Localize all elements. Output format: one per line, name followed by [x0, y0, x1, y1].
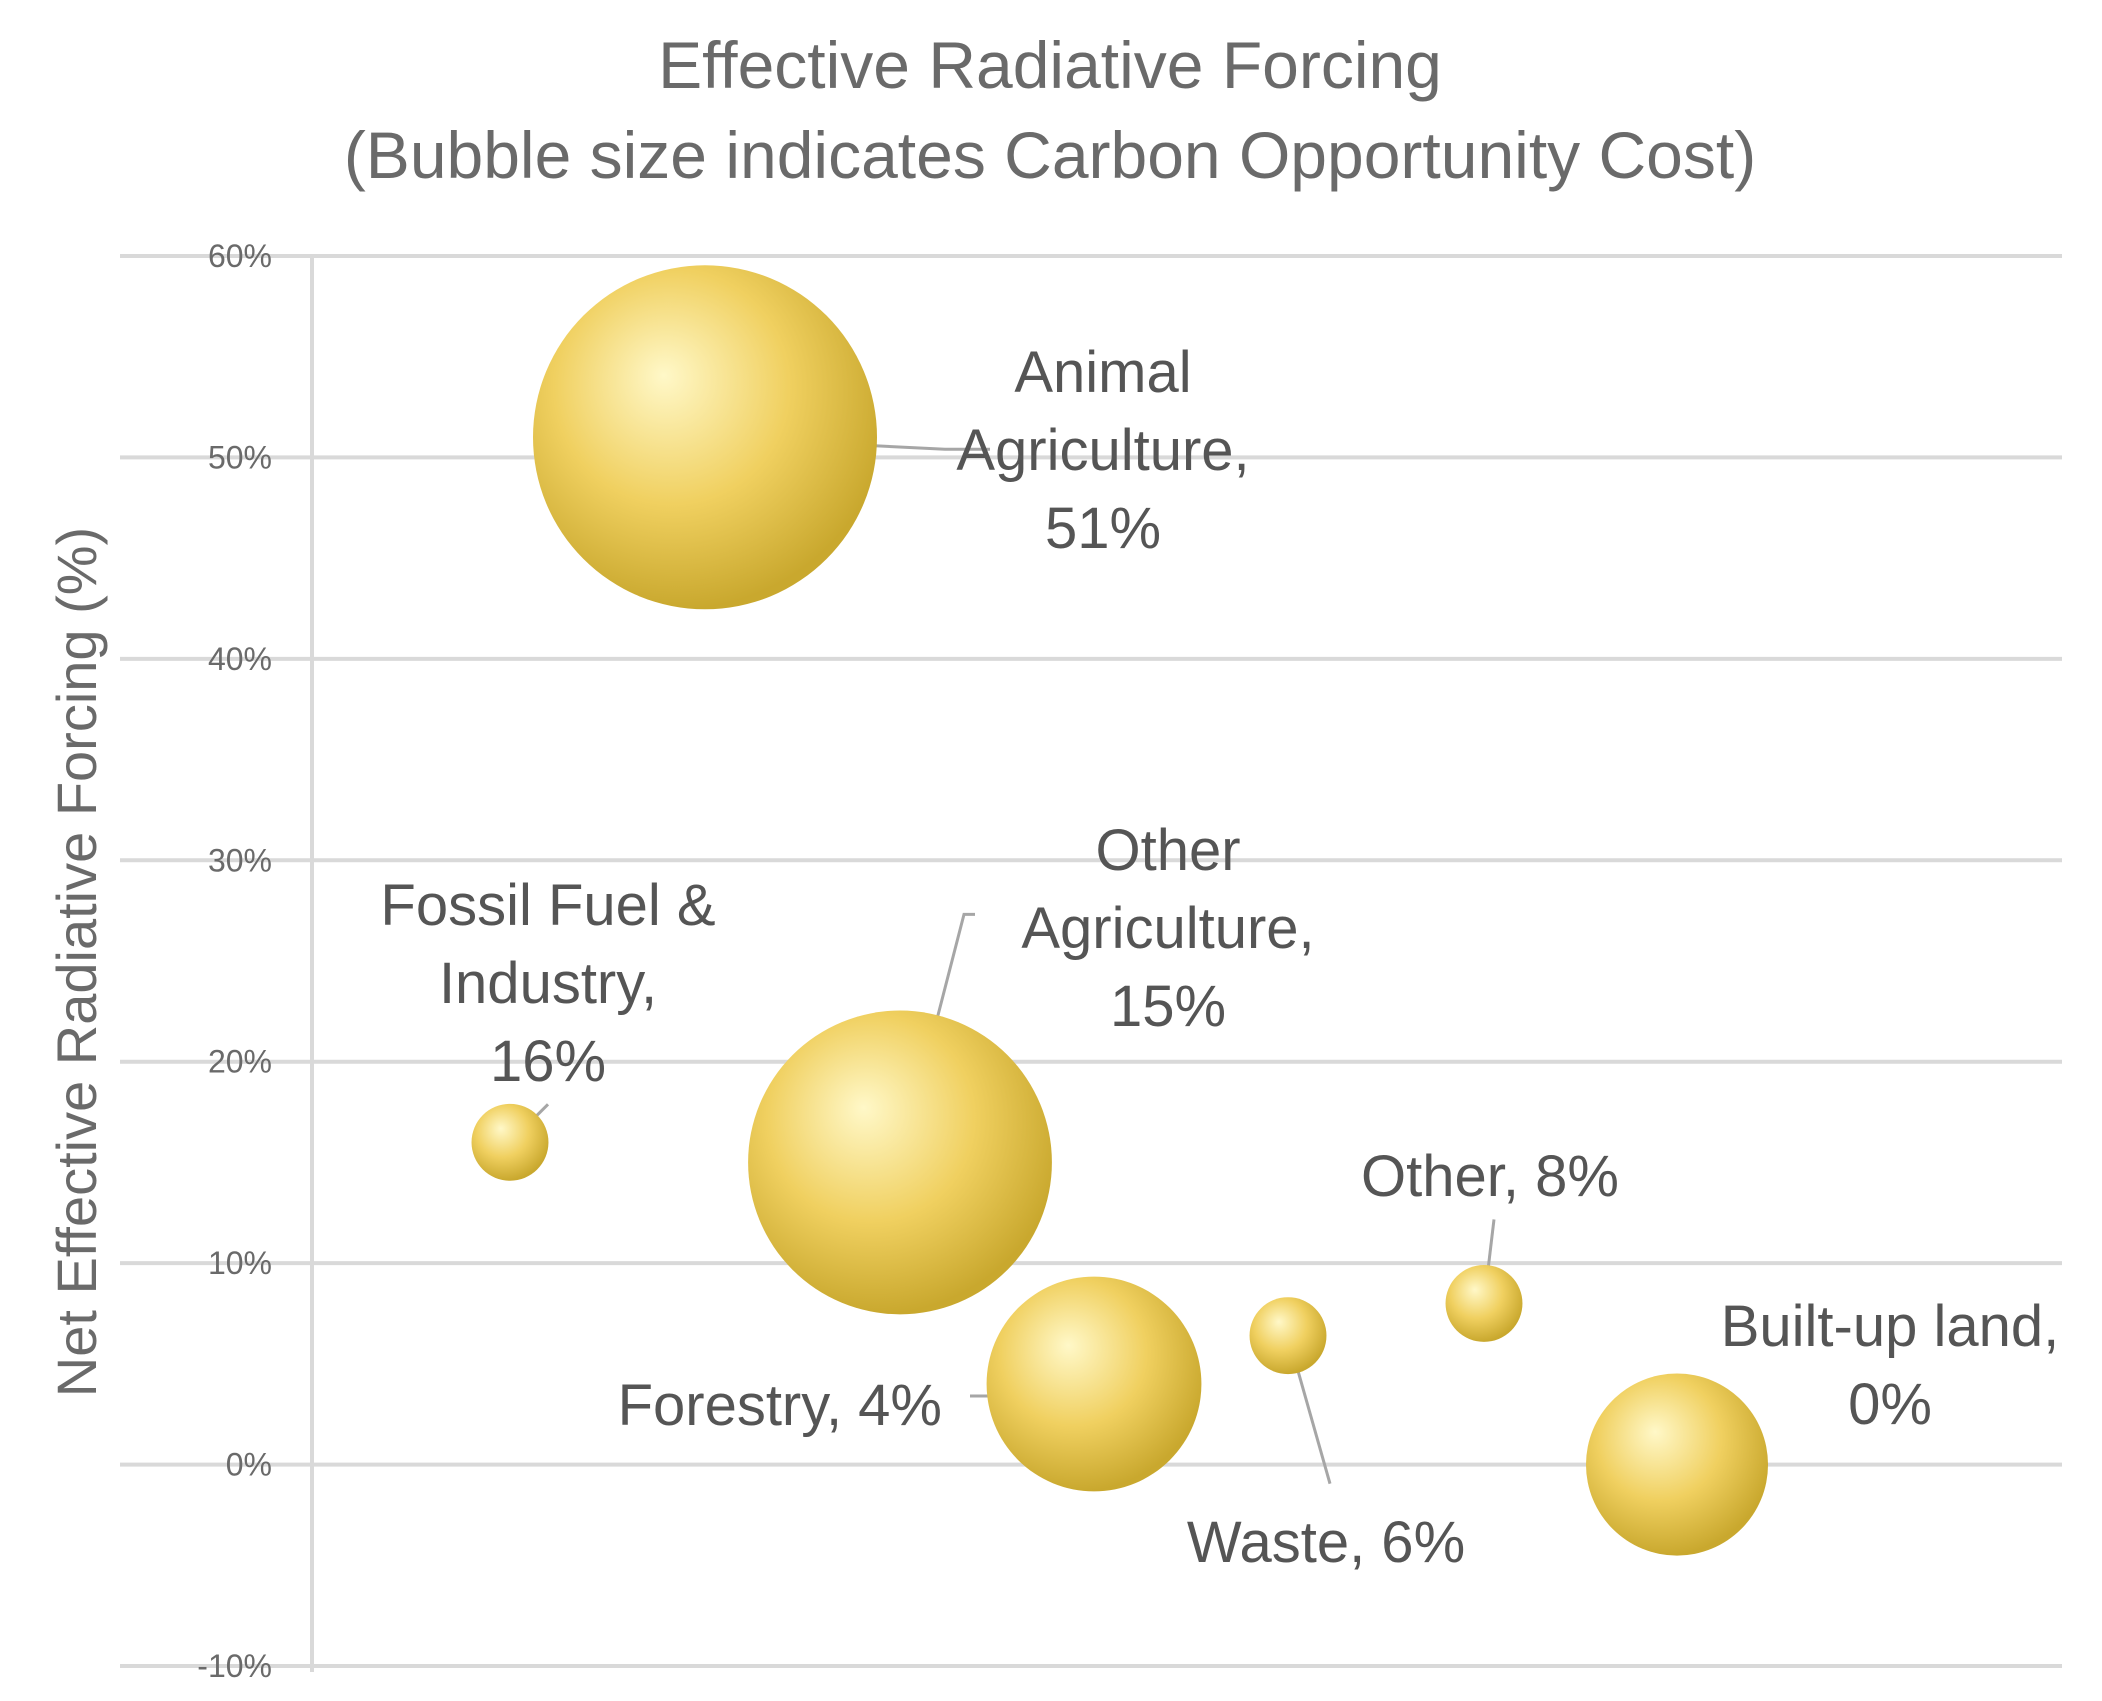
y-tick-label: 30%	[208, 842, 272, 878]
data-label-waste: Waste, 6%	[1187, 1510, 1465, 1575]
data-label-line: Industry,	[439, 951, 657, 1016]
data-label-forestry: Forestry, 4%	[618, 1373, 942, 1438]
data-label-line: Agriculture,	[1021, 896, 1314, 961]
bubble-other	[1445, 1264, 1523, 1342]
gridlines	[120, 254, 2062, 1668]
data-label-line: 51%	[1045, 496, 1161, 561]
data-label-line: Built-up land,	[1721, 1294, 2060, 1359]
bubble-waste	[1249, 1297, 1327, 1375]
data-label-line: Agriculture,	[956, 418, 1249, 483]
data-label-built-up-land: Built-up land, 0%	[1721, 1294, 2060, 1437]
data-label-line: Other, 8%	[1361, 1144, 1619, 1209]
bubbles	[471, 265, 1769, 1556]
y-tick-labels: 60% 50% 40% 30% 20% 10% 0% -10%	[197, 238, 272, 1684]
data-label-line: Other	[1095, 818, 1240, 883]
y-tick-label: 10%	[208, 1245, 272, 1281]
chart-title-line-2: (Bubble size indicates Carbon Opportunit…	[344, 118, 1756, 192]
y-tick-label: 60%	[208, 238, 272, 274]
data-label-line: Fossil Fuel &	[380, 873, 715, 938]
data-label-fossil-fuel-industry: Fossil Fuel & Industry, 16%	[380, 873, 715, 1094]
chart-title-line-1: Effective Radiative Forcing	[658, 28, 1442, 102]
y-tick-label: 0%	[226, 1447, 272, 1483]
data-labels: Animal Agriculture, 51% Fossil Fuel & Indust…	[380, 340, 2059, 1575]
bubble-animal-agriculture	[533, 265, 877, 610]
data-label-line: 16%	[490, 1029, 606, 1094]
data-label-animal-agriculture: Animal Agriculture, 51%	[956, 340, 1249, 561]
data-label-other-agriculture: Other Agriculture, 15%	[1021, 818, 1314, 1039]
y-tick-label: 20%	[208, 1044, 272, 1080]
data-label-line: 15%	[1110, 974, 1226, 1039]
data-label-line: 0%	[1848, 1372, 1932, 1437]
bubble-forestry	[986, 1276, 1202, 1492]
bubble-other-agriculture	[748, 1010, 1052, 1315]
y-axis-label: Net Effective Radiative Forcing (%)	[45, 527, 108, 1397]
data-label-line: Waste, 6%	[1187, 1510, 1465, 1575]
bubble-fossil-fuel-industry	[471, 1103, 549, 1181]
bubble-built-up-land	[1585, 1373, 1769, 1556]
y-tick-label: -10%	[197, 1648, 272, 1684]
y-tick-label: 50%	[208, 439, 272, 475]
data-label-line: Animal	[1014, 340, 1191, 405]
y-tick-label: 40%	[208, 641, 272, 677]
data-label-other: Other, 8%	[1361, 1144, 1619, 1209]
data-label-line: Forestry, 4%	[618, 1373, 942, 1438]
